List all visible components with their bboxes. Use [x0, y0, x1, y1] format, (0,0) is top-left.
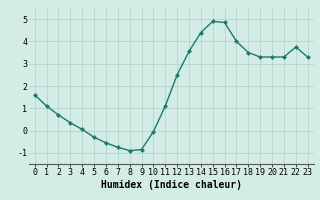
X-axis label: Humidex (Indice chaleur): Humidex (Indice chaleur) — [101, 180, 242, 190]
